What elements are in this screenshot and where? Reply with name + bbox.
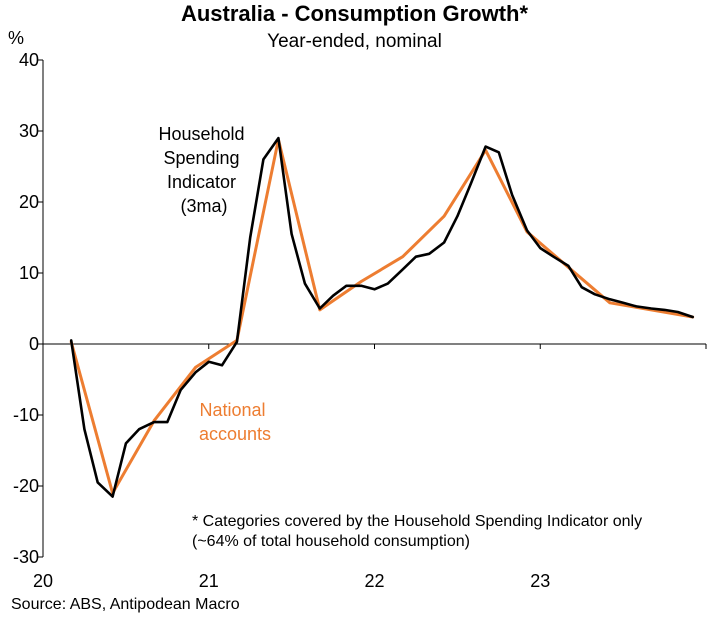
x-tick-label: 22	[364, 571, 384, 591]
y-tick-label: -20	[13, 476, 39, 496]
chart-subtitle: Year-ended, nominal	[267, 31, 442, 52]
footnote-line-1: * Categories covered by the Household Sp…	[192, 513, 642, 530]
y-tick-label: 40	[19, 50, 39, 70]
footnote-line-2: (~64% of total household consumption)	[192, 533, 470, 550]
footnote: * Categories covered by the Household Sp…	[192, 513, 647, 550]
series-line-national-accounts	[69, 138, 695, 495]
series-label-national-accounts: National accounts	[199, 400, 271, 444]
x-tick-label: 21	[199, 571, 219, 591]
y-axis-label: %	[8, 28, 24, 48]
series-label-national-line-2: accounts	[199, 424, 271, 444]
x-tick-label: 23	[530, 571, 550, 591]
series-label-hsi-line-1: Household	[158, 124, 244, 144]
y-tick-label: 10	[19, 263, 39, 283]
y-tick-label: -30	[13, 547, 39, 567]
series-label-hsi-line-4: (3ma)	[180, 196, 227, 216]
series-label-household-spending: Household Spending Indicator (3ma)	[158, 124, 249, 216]
series-layer	[69, 136, 695, 498]
y-tick-label: 20	[19, 192, 39, 212]
y-tick-label: -10	[13, 405, 39, 425]
series-label-hsi-line-3: Indicator	[167, 172, 236, 192]
source-note: Source: ABS, Antipodean Macro	[11, 596, 240, 613]
y-tick-label: 30	[19, 121, 39, 141]
axes: 40 30 20 10 0 -10 -20 -30 20 21 22 23	[13, 50, 707, 591]
series-label-hsi-line-2: Spending	[163, 148, 239, 168]
y-tick-label: 0	[29, 334, 39, 354]
chart-title: Australia - Consumption Growth*	[180, 1, 529, 26]
x-tick-label: 20	[33, 571, 53, 591]
series-line-household-spending	[69, 136, 695, 498]
series-label-national-line-1: National	[199, 400, 265, 420]
